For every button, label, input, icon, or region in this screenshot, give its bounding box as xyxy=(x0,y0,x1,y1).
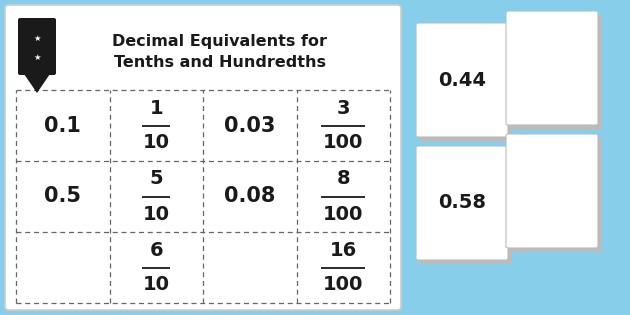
Text: 8: 8 xyxy=(336,169,350,188)
Text: 58: 58 xyxy=(537,163,566,183)
Text: 0.44: 0.44 xyxy=(438,71,486,89)
Text: Decimal Equivalents for
Tenths and Hundredths: Decimal Equivalents for Tenths and Hundr… xyxy=(113,34,328,70)
Text: 0.1: 0.1 xyxy=(44,116,81,135)
Text: 0.03: 0.03 xyxy=(224,116,275,135)
Text: 10: 10 xyxy=(143,204,169,224)
Text: 100: 100 xyxy=(323,134,364,152)
FancyBboxPatch shape xyxy=(18,18,56,75)
FancyBboxPatch shape xyxy=(5,5,401,310)
Text: 10: 10 xyxy=(143,276,169,295)
FancyBboxPatch shape xyxy=(510,138,602,252)
Text: 10: 10 xyxy=(143,134,169,152)
Polygon shape xyxy=(22,71,52,93)
FancyBboxPatch shape xyxy=(416,146,508,260)
Text: 0.08: 0.08 xyxy=(224,186,275,207)
Text: 6: 6 xyxy=(149,240,163,260)
Text: ★: ★ xyxy=(33,53,41,62)
FancyBboxPatch shape xyxy=(506,11,598,125)
FancyBboxPatch shape xyxy=(420,27,512,141)
Text: 1: 1 xyxy=(149,99,163,117)
FancyBboxPatch shape xyxy=(420,150,512,264)
Text: 100: 100 xyxy=(530,76,574,96)
Text: 16: 16 xyxy=(329,240,357,260)
Text: 44: 44 xyxy=(537,40,566,60)
Text: 3: 3 xyxy=(336,99,350,117)
Text: ★: ★ xyxy=(33,34,41,43)
Text: 100: 100 xyxy=(530,199,574,219)
Text: 5: 5 xyxy=(149,169,163,188)
FancyBboxPatch shape xyxy=(510,15,602,129)
Text: 0.5: 0.5 xyxy=(44,186,81,207)
FancyBboxPatch shape xyxy=(416,23,508,137)
Text: 100: 100 xyxy=(323,276,364,295)
FancyBboxPatch shape xyxy=(506,134,598,248)
Text: 0.58: 0.58 xyxy=(438,193,486,213)
Text: 100: 100 xyxy=(323,204,364,224)
